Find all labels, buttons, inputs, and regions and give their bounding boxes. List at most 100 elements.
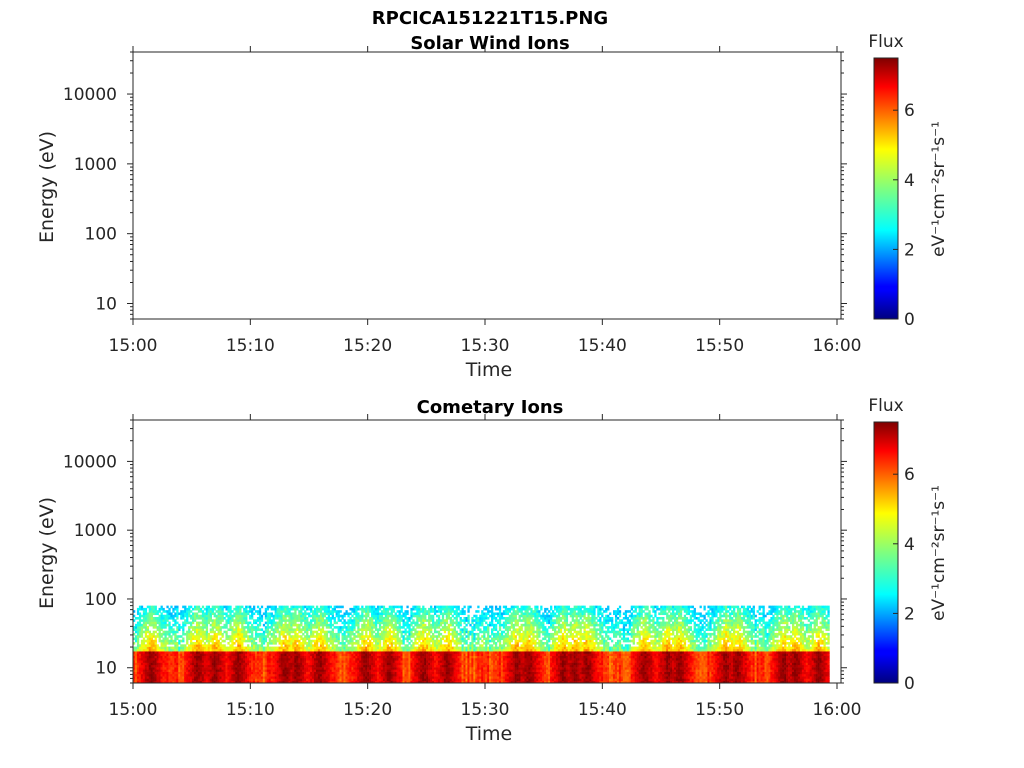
heatmap-cell [217, 619, 220, 622]
heatmap-cell [319, 619, 323, 622]
heatmap-cell [426, 628, 429, 631]
heatmap-cell [422, 648, 425, 652]
heatmap-cell [251, 653, 254, 656]
heatmap-cell [274, 669, 277, 672]
heatmap-cell [172, 623, 175, 627]
heatmap-cell [278, 626, 281, 629]
heatmap-cell [158, 614, 161, 618]
heatmap-cell [313, 621, 317, 625]
heatmap-cell [337, 612, 340, 616]
heatmap-cell [199, 653, 203, 656]
heatmap-cell [294, 617, 297, 620]
heatmap-cell [138, 651, 142, 654]
heatmap-cell [422, 664, 425, 668]
heatmap-cell [231, 648, 234, 652]
heatmap-cell [140, 678, 144, 682]
heatmap-cell [182, 639, 185, 643]
heatmap-cell [380, 648, 384, 652]
heatmap-cell [221, 662, 224, 666]
heatmap-cell [195, 657, 199, 661]
heatmap-cell [394, 655, 397, 659]
heatmap-cell [201, 673, 205, 677]
heatmap-cell [441, 646, 445, 650]
heatmap-cell [304, 673, 307, 677]
heatmap-cell [186, 662, 189, 666]
heatmap-cell [253, 676, 256, 679]
heatmap-cell [286, 657, 289, 661]
heatmap-cell [201, 632, 205, 636]
heatmap-cell [245, 614, 248, 618]
heatmap-cell [233, 667, 236, 670]
heatmap-cell [286, 644, 289, 647]
heatmap-cell [168, 648, 171, 652]
heatmap-cell [296, 662, 299, 666]
heatmap-cell [134, 667, 138, 670]
heatmap-cell [278, 605, 281, 609]
heatmap-cell [290, 642, 293, 645]
heatmap-cell [449, 664, 452, 668]
heatmap-cell [347, 642, 350, 645]
heatmap-cell [451, 610, 454, 613]
heatmap-cell [217, 632, 220, 636]
heatmap-cell [317, 680, 321, 683]
heatmap-cell [251, 612, 254, 616]
heatmap-cell [335, 644, 338, 647]
heatmap-cell [237, 655, 240, 659]
heatmap-cell [439, 646, 443, 650]
heatmap-cell [355, 614, 358, 618]
heatmap-cell [211, 657, 214, 661]
heatmap-cell [392, 626, 395, 629]
heatmap-cell [412, 628, 415, 631]
heatmap-cell [300, 617, 303, 620]
heatmap-cell [249, 667, 252, 670]
heatmap-cell [235, 628, 238, 631]
heatmap-cell [428, 648, 431, 652]
heatmap-cell [424, 612, 427, 616]
heatmap-cell [176, 637, 179, 641]
heatmap-cell [270, 621, 273, 625]
heatmap-cell [192, 651, 195, 654]
heatmap-cell [400, 619, 403, 622]
heatmap-cell [313, 657, 317, 661]
heatmap-cell [412, 651, 415, 654]
heatmap-cell [433, 662, 437, 666]
heatmap-cell [192, 637, 195, 641]
heatmap-cell [382, 628, 386, 631]
heatmap-cell [361, 642, 364, 645]
heatmap-cell [195, 669, 199, 672]
heatmap-cell [288, 610, 291, 613]
heatmap-cell [197, 660, 201, 663]
heatmap-cell [441, 662, 445, 666]
heatmap-cell [217, 657, 220, 661]
heatmap-cell [227, 605, 230, 609]
heatmap-cell [363, 635, 366, 638]
heatmap-cell [367, 669, 370, 672]
heatmap-cell [235, 610, 238, 613]
heatmap-cell [363, 637, 366, 641]
heatmap-cell [201, 644, 205, 647]
heatmap-cell [195, 655, 199, 659]
x-tick-label: 15:40 [578, 336, 627, 356]
heatmap-cell [300, 653, 303, 656]
heatmap-cell [339, 614, 342, 618]
heatmap-cell [321, 628, 325, 631]
heatmap-cell [264, 653, 268, 656]
heatmap-cell [170, 642, 173, 645]
heatmap-cell [136, 617, 140, 620]
heatmap-cell [158, 630, 161, 634]
heatmap-cell [184, 667, 187, 670]
heatmap-cell [166, 671, 169, 675]
heatmap-cell [392, 662, 395, 666]
heatmap-cell [416, 637, 419, 641]
heatmap-cell [337, 639, 340, 643]
heatmap-cell [382, 642, 386, 645]
heatmap-cell [239, 630, 242, 634]
heatmap-cell [432, 667, 435, 670]
heatmap-cell [402, 664, 405, 668]
heatmap-cell [341, 632, 344, 636]
heatmap-cell [237, 632, 240, 636]
heatmap-cell [294, 667, 297, 670]
heatmap-cell [213, 660, 216, 663]
heatmap-cell [150, 667, 153, 670]
heatmap-cell [144, 612, 148, 616]
